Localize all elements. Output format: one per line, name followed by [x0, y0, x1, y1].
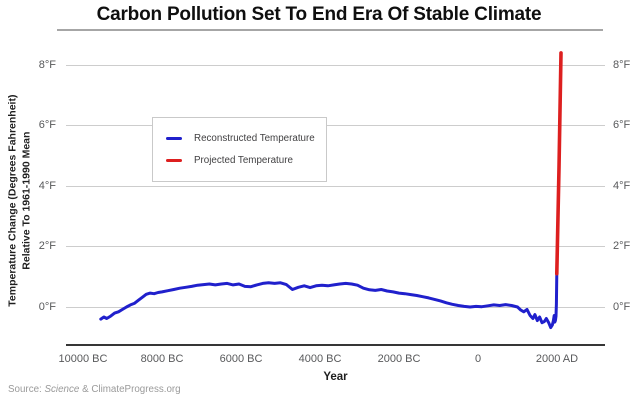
- y-tick-label-left-0F: 0°F: [38, 300, 56, 313]
- gridline-4F: [66, 185, 605, 187]
- title-underline: [57, 29, 603, 31]
- chart-title: Carbon Pollution Set To End Era Of Stabl…: [96, 4, 542, 25]
- reconstructed-line-swatch-icon: [166, 136, 182, 141]
- y-tick-label-left-2F: 2°F: [38, 240, 56, 252]
- source-journal: Science: [44, 384, 80, 395]
- legend-item-projected: Projected Temperature: [166, 155, 326, 166]
- y-tick-label-left-4F: 4°F: [38, 179, 56, 192]
- y-tick-label-right-0F: 0°F: [613, 300, 631, 313]
- x-tick-label-4: 2000 BC: [377, 353, 421, 365]
- projected-temperature-line: [554, 51, 563, 276]
- x-tick-label-1: 8000 BC: [140, 353, 184, 365]
- gridline-8F: [66, 64, 605, 66]
- source-note: Source: Science & ClimateProgress.org: [8, 384, 181, 395]
- gridline-0F: [66, 306, 605, 308]
- legend: Reconstructed Temperature Projected Temp…: [152, 117, 327, 182]
- projected-line-swatch-icon: [166, 158, 182, 163]
- y-tick-label-right-4F: 4°F: [613, 179, 631, 192]
- x-tick-label-2: 6000 BC: [219, 353, 263, 365]
- y-tick-label-right-6F: 6°F: [613, 119, 631, 131]
- reconstructed-temperature-line: [99, 272, 559, 330]
- source-prefix: Source:: [8, 384, 45, 395]
- x-axis-title: Year: [323, 371, 348, 383]
- x-tick-label-6: 2000 AD: [535, 353, 579, 365]
- legend-label-projected: Projected Temperature: [194, 155, 293, 166]
- y-tick-label-left-8F: 8°F: [38, 58, 56, 71]
- x-tick-label-5: 0: [474, 353, 482, 365]
- legend-item-reconstructed: Reconstructed Temperature: [166, 133, 326, 144]
- legend-label-reconstructed: Reconstructed Temperature: [194, 133, 315, 144]
- gridline-6F: [66, 125, 605, 126]
- gridline-2F: [66, 246, 605, 247]
- x-tick-label-3: 4000 BC: [298, 353, 342, 365]
- y-tick-label-left-6F: 6°F: [38, 119, 56, 131]
- y-tick-label-right-8F: 8°F: [613, 58, 631, 71]
- source-suffix: & ClimateProgress.org: [79, 384, 181, 395]
- x-axis-line: [66, 344, 605, 347]
- y-tick-label-right-2F: 2°F: [613, 240, 631, 252]
- x-tick-label-0: 10000 BC: [58, 353, 108, 365]
